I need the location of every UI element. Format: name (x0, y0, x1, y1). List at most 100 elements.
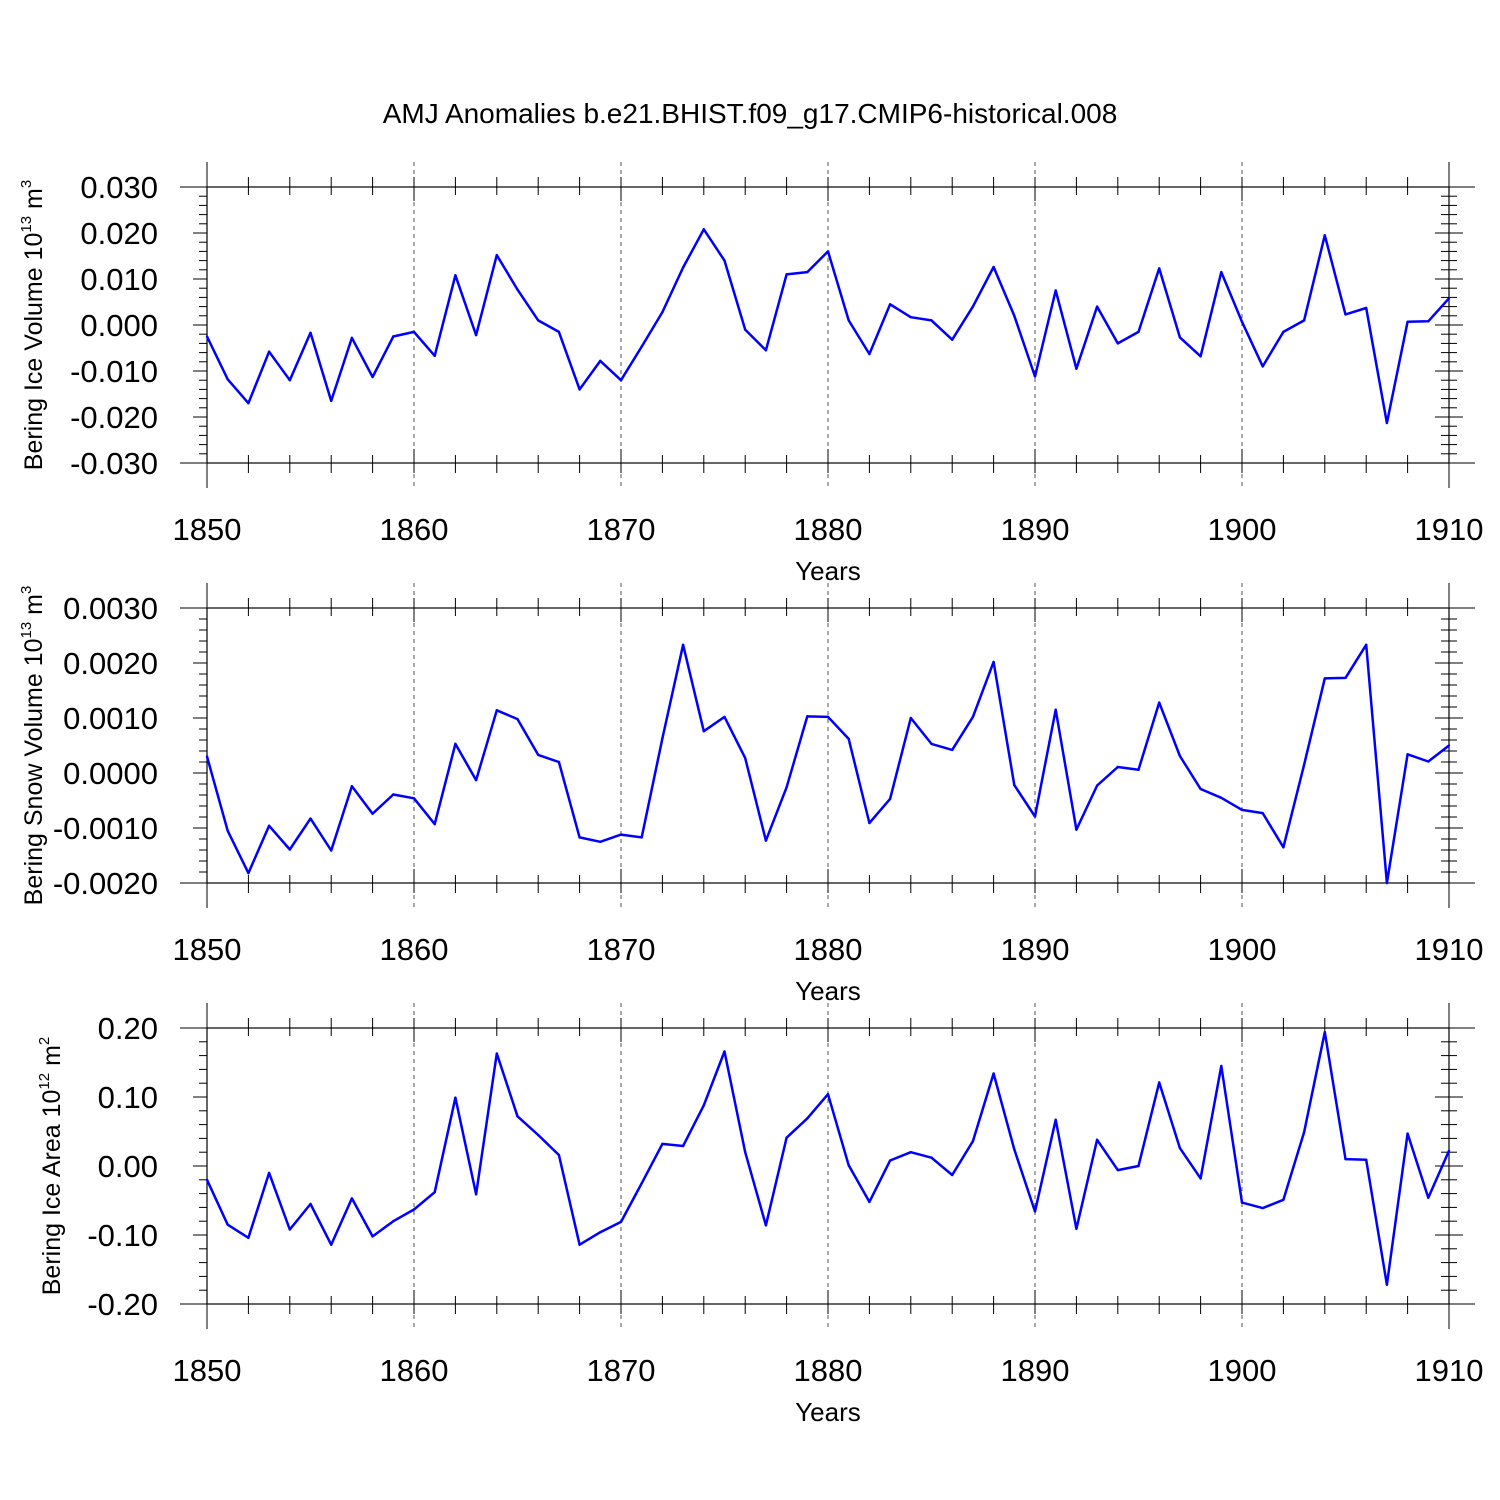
data-point (474, 333, 478, 337)
data-point (1095, 1138, 1099, 1141)
x-tick-label: 1890 (1001, 932, 1070, 967)
data-point (599, 1231, 602, 1234)
data-point (1365, 306, 1368, 310)
panels: -0.030 -0.020 -0.010 0.000 0.010 0.020 0.030 18… (18, 162, 1483, 1427)
data-point (330, 849, 333, 852)
data-point (474, 1193, 478, 1196)
y-axis-label-exponent: 13 (18, 216, 35, 233)
data-point (557, 760, 561, 764)
x-tick-label: 1870 (587, 512, 656, 547)
data-point (1323, 1030, 1327, 1034)
data-point (537, 319, 540, 322)
data-point (392, 793, 395, 796)
data-point (1095, 784, 1099, 787)
y-tick-label: -0.0010 (53, 811, 158, 846)
data-point (350, 336, 354, 340)
data-point (330, 399, 333, 403)
y-axis-label-main: Bering Ice Volume 10 (20, 233, 48, 471)
data-point (288, 848, 291, 851)
data-point (495, 1052, 498, 1055)
y-tick-label: 0.00 (98, 1149, 158, 1184)
data-point (909, 1151, 912, 1154)
data-point (537, 753, 540, 757)
y-tick-label: 0.0010 (63, 701, 158, 736)
y-axis-label-unit: m (38, 1045, 66, 1073)
data-point (971, 305, 975, 308)
data-point (1240, 320, 1244, 323)
x-tick-label: 1890 (1001, 512, 1070, 547)
data-point (1261, 811, 1264, 815)
data-point (433, 822, 436, 826)
data-point (1013, 314, 1016, 317)
data-point (1365, 1158, 1368, 1161)
y-tick-label: -0.010 (70, 354, 158, 389)
data-point (599, 840, 602, 843)
data-point (1240, 808, 1244, 812)
data-point (1447, 297, 1451, 300)
x-tick-label: 1880 (794, 512, 863, 547)
data-point (1447, 744, 1451, 747)
y-tick-label: -0.0020 (53, 866, 158, 901)
y-axis-label-unit: m (20, 188, 48, 216)
data-point (1220, 1064, 1223, 1068)
y-tick-label: 0.000 (80, 308, 158, 343)
data-point (661, 310, 664, 314)
data-point (599, 359, 602, 363)
data-point (205, 335, 209, 338)
data-point (744, 1151, 747, 1154)
data-point (1323, 234, 1327, 237)
data-point (1385, 881, 1389, 885)
data-point (1447, 1149, 1451, 1153)
data-point (1158, 267, 1161, 270)
data-point (392, 1220, 395, 1223)
data-point (1344, 676, 1347, 680)
data-point (350, 1197, 354, 1200)
data-point (267, 350, 271, 353)
data-point (930, 1156, 933, 1159)
data-point (888, 1159, 892, 1162)
data-point (702, 730, 705, 733)
data-point (1220, 796, 1223, 799)
data-point (1427, 1196, 1430, 1199)
data-point (1302, 319, 1306, 322)
data-point (1033, 815, 1037, 818)
x-tick-label: 1860 (380, 932, 449, 967)
data-point (1116, 1168, 1120, 1172)
data-point (992, 265, 995, 269)
data-point (1406, 320, 1409, 323)
data-point (267, 824, 271, 827)
y-tick-label: -0.030 (70, 446, 158, 481)
data-point (1282, 330, 1285, 334)
x-tick-label: 1910 (1415, 1353, 1484, 1388)
data-point (392, 335, 395, 338)
data-point (785, 786, 788, 789)
data-point (267, 1171, 271, 1175)
x-tick-label: 1900 (1208, 932, 1277, 967)
data-point (309, 331, 312, 335)
data-point (619, 833, 623, 836)
data-point (785, 1136, 788, 1139)
data-point (412, 1208, 416, 1211)
data-point (888, 797, 892, 801)
data-point (1137, 768, 1140, 771)
data-point (247, 871, 250, 875)
y-axis-label-unit-exponent: 3 (18, 180, 35, 188)
data-point (1054, 289, 1057, 292)
y-tick-label: -0.10 (87, 1218, 158, 1253)
data-point (371, 1235, 374, 1238)
data-point (681, 643, 685, 647)
y-tick-label: 0.10 (98, 1080, 158, 1115)
data-point (433, 1191, 436, 1194)
data-point (1158, 701, 1161, 704)
x-tick-label: 1900 (1208, 512, 1277, 547)
data-point (723, 715, 726, 719)
data-point (1220, 270, 1223, 274)
data-point (826, 715, 830, 719)
data-point (1178, 336, 1182, 339)
data-point (806, 715, 809, 718)
data-point (1261, 1206, 1264, 1210)
x-tick-label: 1850 (173, 512, 242, 547)
data-point (226, 378, 229, 381)
data-point (1013, 783, 1016, 787)
x-axis-label: Years (795, 1397, 861, 1427)
